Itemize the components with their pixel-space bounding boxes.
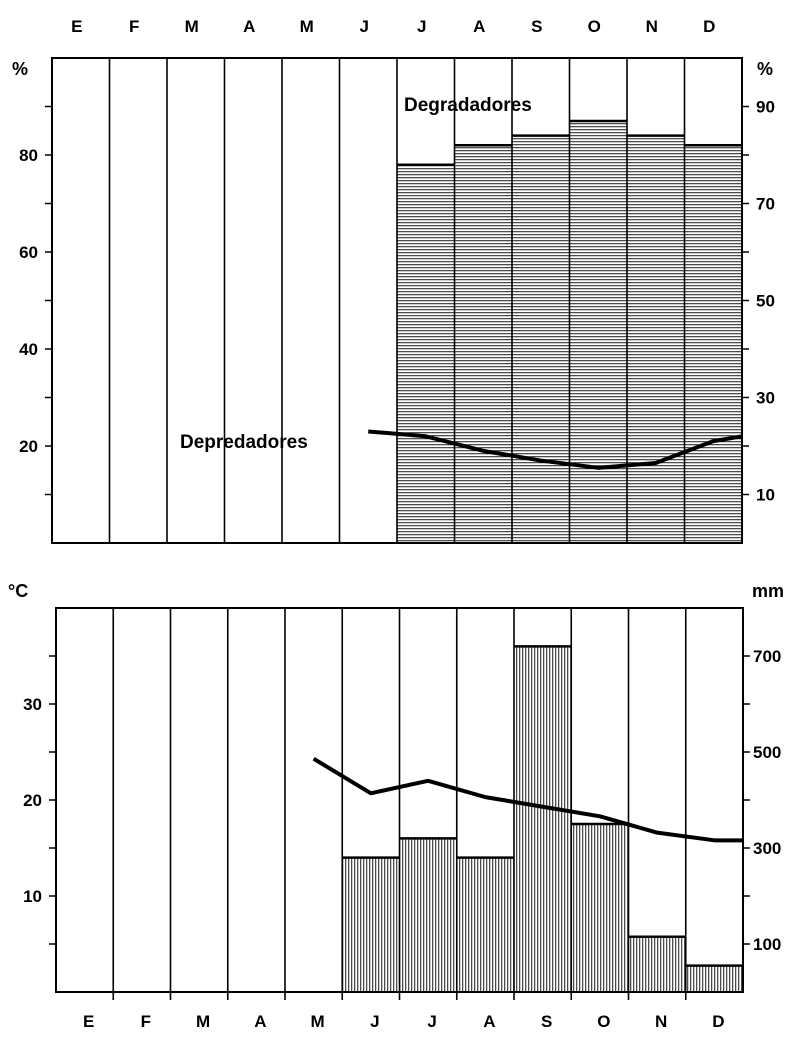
upper-columns xyxy=(108,58,686,543)
lower-left-unit: °C xyxy=(8,581,28,601)
lower-month-label: J xyxy=(427,1012,436,1031)
upper-month-label: E xyxy=(71,17,82,36)
upper-right-tick-label: 70 xyxy=(756,195,775,214)
precipitation-bar xyxy=(399,838,457,992)
degradadores-bar xyxy=(569,121,627,544)
upper-left-ticks: 20 40 60 80 xyxy=(19,105,52,496)
lower-month-label: D xyxy=(712,1012,724,1031)
upper-chart: E F M A M J J A S O N D % % 20 40 60 80 10 30 50 70 90 Deg… xyxy=(12,17,775,544)
upper-month-label: J xyxy=(360,17,369,36)
lower-right-tick-label: 100 xyxy=(753,935,781,954)
upper-month-label: A xyxy=(243,17,255,36)
lower-chart: °C mm 10 20 30 100 300 500 700 E F M A M J J A S O N D xyxy=(8,581,784,1031)
upper-left-tick-label: 20 xyxy=(19,437,38,456)
lower-left-tick-label: 10 xyxy=(23,887,42,906)
precipitation-bar xyxy=(571,824,629,992)
precipitation-bar xyxy=(514,646,572,992)
lower-right-ticks: 100 300 500 700 xyxy=(743,647,781,954)
temperature-line xyxy=(312,757,743,843)
lower-bars xyxy=(342,645,743,992)
upper-right-tick-label: 50 xyxy=(756,292,775,311)
depredadores-label: Depredadores xyxy=(180,432,308,453)
precipitation-bar xyxy=(628,936,686,992)
lower-month-label: M xyxy=(311,1012,325,1031)
lower-month-label: S xyxy=(541,1012,552,1031)
upper-month-label: D xyxy=(703,17,715,36)
upper-month-label: F xyxy=(129,17,139,36)
upper-month-label: N xyxy=(646,17,658,36)
lower-right-tick-label: 500 xyxy=(753,743,781,762)
lower-left-ticks: 10 20 30 xyxy=(23,655,56,945)
degradadores-bar xyxy=(512,135,570,543)
upper-left-tick-label: 60 xyxy=(19,243,38,262)
precipitation-bar xyxy=(685,965,743,992)
upper-month-label: A xyxy=(473,17,485,36)
upper-left-unit: % xyxy=(12,59,28,79)
lower-left-tick-label: 20 xyxy=(23,791,42,810)
degradadores-label: Degradadores xyxy=(404,95,532,116)
upper-left-tick-label: 80 xyxy=(19,146,38,165)
lower-month-label: M xyxy=(196,1012,210,1031)
precipitation-bar xyxy=(342,857,400,992)
upper-right-tick-label: 30 xyxy=(756,389,775,408)
upper-right-tick-label: 10 xyxy=(756,486,775,505)
lower-month-label: O xyxy=(597,1012,610,1031)
upper-month-label: J xyxy=(417,17,426,36)
lower-columns xyxy=(112,608,687,992)
lower-month-label: A xyxy=(254,1012,266,1031)
lower-right-tick-label: 300 xyxy=(753,839,781,858)
lower-month-label: A xyxy=(483,1012,495,1031)
lower-right-unit: mm xyxy=(752,581,784,601)
lower-month-label: E xyxy=(83,1012,94,1031)
upper-right-tick-label: 90 xyxy=(756,98,775,117)
upper-month-label: M xyxy=(185,17,199,36)
lower-right-tick-label: 700 xyxy=(753,647,781,666)
lower-left-tick-label: 30 xyxy=(23,695,42,714)
lower-month-label: N xyxy=(655,1012,667,1031)
upper-month-label: S xyxy=(531,17,542,36)
upper-month-label: M xyxy=(300,17,314,36)
depredadores-line xyxy=(368,429,743,470)
lower-month-label: J xyxy=(370,1012,379,1031)
degradadores-bar xyxy=(397,164,455,543)
upper-bars xyxy=(397,119,742,544)
lower-month-label: F xyxy=(141,1012,151,1031)
upper-right-unit: % xyxy=(757,59,773,79)
degradadores-bar xyxy=(684,145,742,544)
degradadores-bar xyxy=(454,145,512,544)
lower-bottom-ticks xyxy=(112,992,687,1000)
upper-month-label: O xyxy=(588,17,601,36)
upper-right-ticks: 10 30 50 70 90 xyxy=(742,98,775,505)
precipitation-bar xyxy=(456,857,514,992)
upper-left-tick-label: 40 xyxy=(19,340,38,359)
degradadores-bar xyxy=(627,135,685,543)
